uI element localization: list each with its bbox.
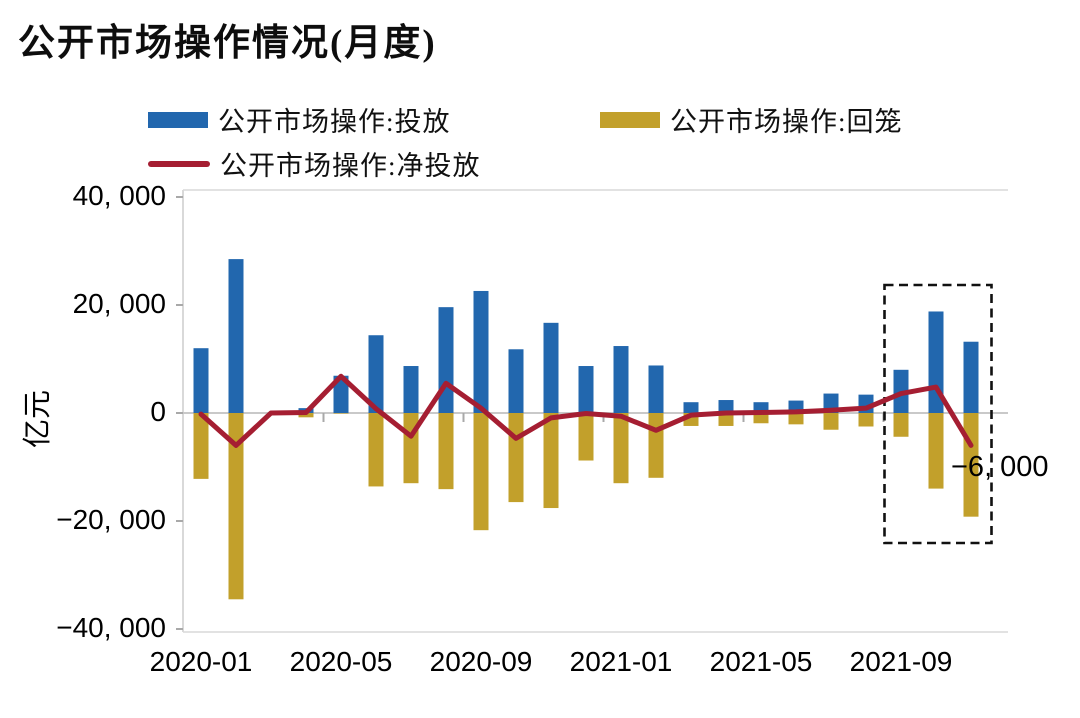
injection-bar bbox=[333, 375, 349, 413]
withdrawal-bar bbox=[578, 413, 594, 461]
net-injection-line bbox=[198, 373, 974, 448]
withdrawal-bar bbox=[228, 413, 244, 600]
withdrawal-bar bbox=[718, 413, 734, 426]
injection-bar bbox=[578, 366, 594, 413]
y-tick-label: 20, 000 bbox=[72, 288, 166, 319]
injection-bar-swatch-icon bbox=[148, 111, 208, 128]
injection-bar bbox=[963, 341, 979, 413]
withdrawal-bar bbox=[753, 413, 769, 424]
chart-title: 公开市场操作情况(月度) bbox=[18, 23, 437, 64]
injection-bar bbox=[228, 259, 244, 413]
injection-bar bbox=[508, 349, 524, 413]
withdrawal-bar bbox=[788, 413, 804, 425]
injection-bar bbox=[193, 348, 209, 413]
withdrawal-bar bbox=[368, 413, 384, 487]
withdrawal-bar bbox=[473, 413, 489, 531]
withdrawal-bar bbox=[823, 413, 839, 430]
withdrawal-bar bbox=[858, 413, 874, 427]
injection-bar bbox=[613, 346, 629, 413]
legend-label-withdrawal: 公开市场操作:回笼 bbox=[670, 107, 903, 137]
withdrawal-bar bbox=[543, 413, 559, 509]
injection-bar bbox=[718, 400, 734, 413]
injection-bar bbox=[543, 322, 559, 413]
y-tick-label: 40, 000 bbox=[72, 180, 166, 211]
withdrawal-bar bbox=[298, 413, 314, 418]
x-tick-label: 2021-05 bbox=[709, 646, 813, 677]
injection-bar bbox=[648, 365, 664, 413]
injection-bar bbox=[403, 366, 419, 413]
injection-bar bbox=[473, 290, 489, 413]
withdrawal-bar bbox=[438, 413, 454, 490]
highlight-dashed-box bbox=[883, 283, 993, 545]
legend-item-withdrawal: 公开市场操作:回笼 bbox=[600, 100, 903, 139]
legend-label-net: 公开市场操作:净投放 bbox=[220, 151, 481, 181]
injection-bar bbox=[683, 402, 699, 413]
withdrawal-bar-swatch-icon bbox=[600, 111, 660, 128]
withdrawal-bar bbox=[508, 413, 524, 503]
x-tick-label: 2020-01 bbox=[149, 646, 253, 677]
x-tick-label: 2021-09 bbox=[849, 646, 953, 677]
injection-bar bbox=[438, 307, 454, 413]
x-tick-label: 2021-01 bbox=[569, 646, 673, 677]
net-value-annotation: −6, 000 bbox=[951, 451, 1049, 483]
injection-bar bbox=[753, 402, 769, 413]
withdrawal-bar bbox=[648, 413, 664, 478]
x-tick-label: 2020-05 bbox=[289, 646, 393, 677]
x-tick-label: 2020-09 bbox=[429, 646, 533, 677]
legend-item-net: 公开市场操作:净投放 bbox=[148, 144, 481, 183]
net-line-swatch-icon bbox=[148, 160, 210, 167]
withdrawal-bar bbox=[893, 413, 909, 437]
withdrawal-bar bbox=[928, 413, 944, 489]
y-tick-label: 0 bbox=[150, 396, 166, 427]
withdrawal-bar bbox=[193, 413, 209, 479]
injection-bar bbox=[368, 335, 384, 413]
withdrawal-bar bbox=[613, 413, 629, 484]
legend-label-injection: 公开市场操作:投放 bbox=[218, 107, 451, 137]
y-tick-label: −40, 000 bbox=[56, 612, 166, 643]
withdrawal-bar bbox=[333, 413, 349, 414]
y-tick-label: −20, 000 bbox=[56, 504, 166, 535]
withdrawal-bar bbox=[403, 413, 419, 484]
legend-item-injection: 公开市场操作:投放 bbox=[148, 100, 451, 139]
